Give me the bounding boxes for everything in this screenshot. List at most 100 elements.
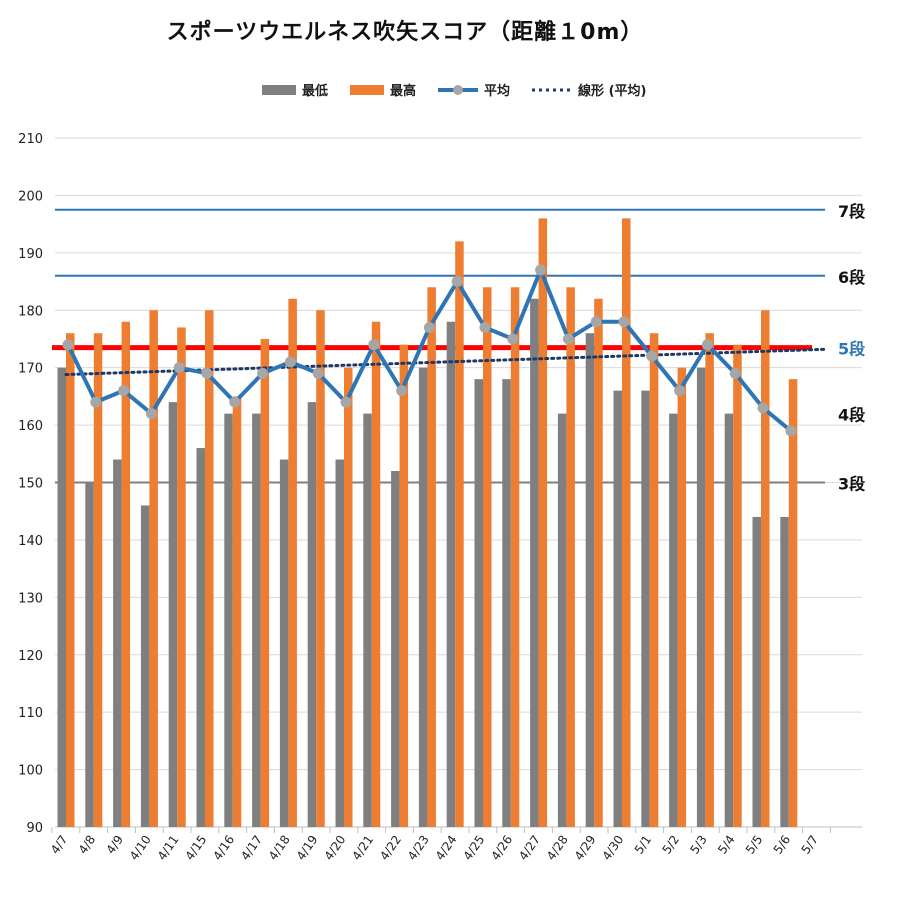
bar-min: [502, 379, 511, 827]
x-tick-label: 4/7: [48, 833, 71, 857]
x-tick-label: 4/9: [104, 833, 127, 857]
x-tick-label: 4/17: [238, 833, 265, 863]
x-tick-label: 5/4: [715, 833, 738, 857]
bar-max: [677, 367, 687, 827]
bar-max: [483, 287, 492, 827]
bar-min: [224, 413, 233, 827]
bar-min: [113, 459, 122, 827]
average-point: [229, 396, 241, 408]
average-point: [368, 339, 380, 351]
bar-max: [93, 333, 103, 827]
bar-min: [780, 516, 789, 827]
bar-max: [177, 327, 186, 827]
average-point: [701, 339, 713, 351]
bar-min: [307, 402, 317, 827]
average-point: [257, 367, 269, 379]
x-tick-label: 5/3: [687, 833, 710, 857]
x-tick-label: 4/21: [349, 833, 376, 863]
bar-max: [427, 287, 436, 827]
legend-swatch-avg: [438, 84, 479, 95]
average-point: [590, 316, 602, 328]
legend-item-max: 最高: [350, 80, 416, 99]
bar-max: [288, 298, 297, 827]
bar-max: [399, 344, 409, 827]
average-point: [284, 356, 296, 368]
bar-min: [391, 471, 400, 827]
bar-max: [66, 333, 75, 827]
legend-label-trend: 線形 (平均): [578, 84, 647, 99]
average-point: [396, 385, 408, 397]
y-tick-label: 130: [18, 591, 43, 606]
average-point: [535, 264, 547, 276]
average-point: [646, 350, 658, 362]
bar-max: [649, 333, 659, 827]
bar-min: [140, 505, 150, 827]
average-point: [757, 402, 769, 414]
x-tick-label: 4/24: [433, 833, 460, 863]
y-tick-label: 160: [18, 419, 43, 434]
y-tick-label: 110: [18, 706, 43, 721]
bar-max: [622, 218, 631, 828]
average-point: [145, 408, 157, 420]
rank-label: 7段: [838, 202, 866, 221]
average-point: [562, 333, 574, 345]
legend-swatch-min: [262, 84, 296, 95]
average-point: [479, 321, 491, 333]
bar-min: [335, 459, 344, 827]
x-tick-label: 4/16: [210, 833, 237, 863]
bar-max: [788, 379, 798, 827]
x-tick-label: 4/26: [488, 833, 515, 863]
x-tick-label: 4/28: [544, 833, 571, 863]
rank-label: 5段: [838, 340, 866, 359]
y-tick-label: 200: [18, 189, 43, 204]
bar-min: [363, 413, 372, 827]
bar-max: [371, 321, 381, 827]
average-point: [118, 385, 130, 397]
legend: 最低 最高 平均 線形 (平均): [262, 80, 646, 99]
bar-min: [85, 482, 94, 827]
bar-max: [761, 310, 770, 827]
bar-min: [613, 390, 622, 827]
y-tick-label: 210: [18, 132, 43, 147]
x-tick-label: 4/20: [322, 833, 349, 863]
bar-max: [566, 287, 575, 827]
bar-max: [316, 310, 325, 827]
y-tick-label: 90: [26, 821, 43, 836]
average-point: [423, 321, 435, 333]
y-tick-label: 180: [18, 304, 43, 319]
x-tick-label: 4/29: [572, 833, 599, 863]
bar-min: [279, 459, 289, 827]
bar-min: [446, 321, 456, 827]
average-point: [618, 316, 630, 328]
bar-max: [510, 287, 520, 827]
legend-label-min: 最低: [302, 84, 329, 99]
x-tick-label: 4/22: [377, 833, 404, 863]
bar-max: [733, 344, 742, 827]
y-tick-label: 150: [18, 477, 43, 492]
bar-max: [538, 218, 548, 828]
rank-label: 6段: [838, 268, 866, 287]
x-tick-label: 4/11: [155, 833, 182, 863]
bar-max: [121, 321, 131, 827]
rank-label: 3段: [838, 475, 866, 494]
bar-max: [260, 338, 270, 827]
x-tick-label: 4/19: [294, 833, 321, 863]
average-point: [507, 333, 519, 345]
legend-item-avg: 平均: [438, 80, 510, 99]
average-point: [340, 396, 352, 408]
bar-min: [168, 402, 178, 827]
bar-min: [196, 448, 205, 827]
bar-max: [149, 310, 158, 827]
legend-item-trend: 線形 (平均): [532, 80, 646, 99]
average-point: [785, 425, 797, 437]
average-point: [729, 367, 741, 379]
bar-min: [696, 367, 706, 827]
x-tick-label: 4/30: [600, 833, 627, 863]
x-tick-label: 4/18: [266, 833, 293, 863]
x-tick-label: 4/15: [183, 833, 210, 863]
x-tick-label: 5/2: [660, 833, 683, 857]
legend-label-max: 最高: [390, 84, 417, 99]
legend-swatch-max: [350, 84, 385, 95]
x-tick-label: 4/10: [127, 833, 154, 863]
